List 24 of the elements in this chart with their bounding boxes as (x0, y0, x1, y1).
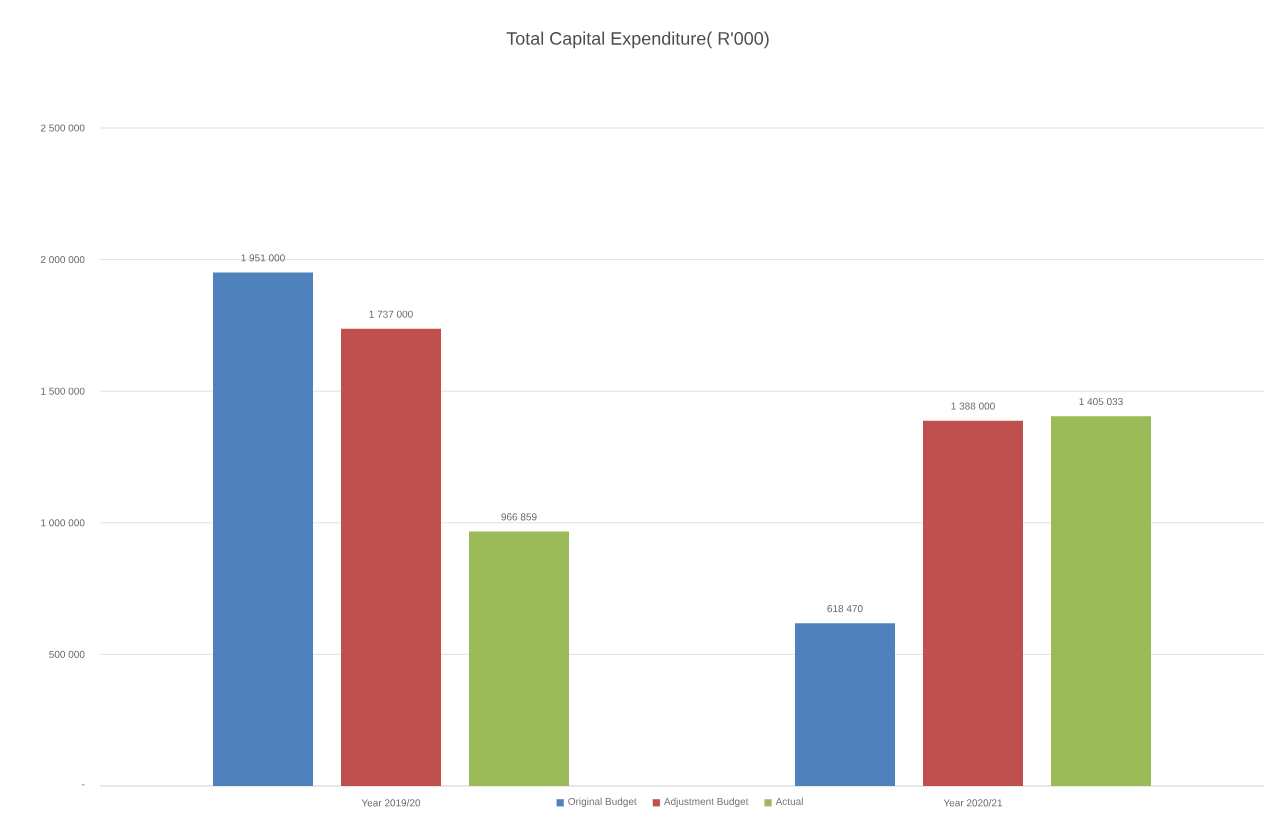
bar (795, 623, 895, 786)
y-tick-label: 1 500 000 (41, 387, 85, 395)
legend-label: Actual (775, 797, 803, 806)
bar (213, 272, 314, 786)
y-tick-label: 500 000 (49, 650, 85, 658)
data-label: 1 951 000 (241, 254, 285, 262)
y-tick-label: 1 000 000 (41, 519, 85, 527)
bar (469, 531, 570, 786)
data-label: 1 405 033 (1079, 398, 1123, 406)
data-label: 966 859 (501, 513, 537, 521)
x-tick-label: Year 2020/21 (943, 799, 1003, 807)
chart-title: Total Capital Expenditure( R'000) (506, 31, 769, 49)
x-tick-label: Year 2019/20 (361, 799, 421, 807)
data-label: 1 737 000 (369, 310, 413, 318)
y-tick-label: 2 500 000 (40, 124, 85, 132)
data-label: 1 388 000 (951, 402, 995, 410)
bar (341, 328, 442, 786)
y-tick-label: - (82, 784, 85, 786)
y-tick-label: 2 000 000 (40, 256, 85, 264)
data-label: 618 470 (827, 605, 863, 613)
bar (923, 420, 1023, 786)
bar (1051, 416, 1151, 786)
legend-label: Original Budget (568, 797, 637, 807)
legend-label: Adjustment Budget (663, 797, 749, 807)
